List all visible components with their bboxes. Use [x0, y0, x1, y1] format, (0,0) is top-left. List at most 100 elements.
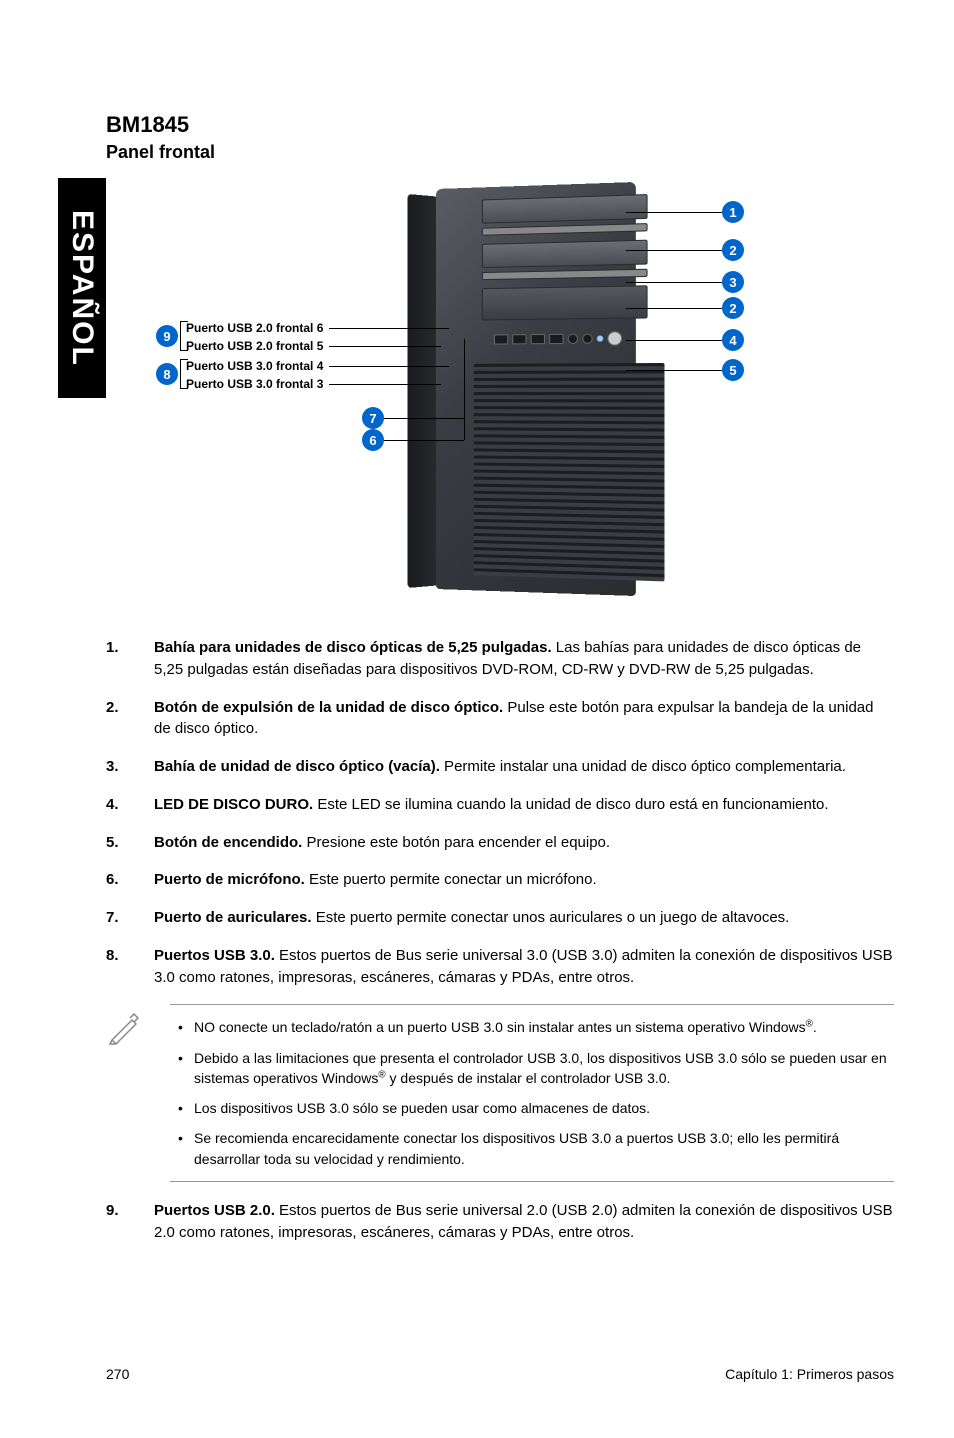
- feature-item: 4.LED DE DISCO DURO. Este LED se ilumina…: [106, 794, 894, 816]
- note-item: Los dispositivos USB 3.0 sólo se pueden …: [194, 1098, 894, 1118]
- language-tab: ESPAÑOL: [58, 178, 106, 398]
- callout-line: [384, 440, 464, 441]
- item-bold: Bahía para unidades de disco ópticas de …: [154, 639, 552, 656]
- item-text: Permite instalar una unidad de disco ópt…: [440, 758, 846, 775]
- item-body: Botón de expulsión de la unidad de disco…: [154, 697, 894, 741]
- callout: 2: [626, 239, 744, 261]
- port-label: Puerto USB 2.0 frontal 5: [186, 337, 449, 355]
- callout-line: [626, 308, 722, 309]
- note-text: Se recomienda encarecidamente conectar l…: [194, 1130, 839, 1166]
- note-item: Se recomienda encarecidamente conectar l…: [194, 1128, 894, 1169]
- pen-icon: [106, 1004, 146, 1182]
- callout: 5: [626, 359, 744, 381]
- item-body: Botón de encendido. Presione este botón …: [154, 832, 894, 854]
- feature-item: 8.Puertos USB 3.0. Estos puertos de Bus …: [106, 945, 894, 989]
- callout-line: [329, 384, 441, 385]
- callout-line: [626, 370, 722, 371]
- bracket: [180, 321, 188, 351]
- feature-item: 7.Puerto de auriculares. Este puerto per…: [106, 907, 894, 929]
- callout-badge: 2: [722, 297, 744, 319]
- item-number: 6.: [106, 869, 154, 891]
- callout-line: [464, 339, 465, 440]
- note-box: NO conecte un teclado/ratón a un puerto …: [106, 1004, 894, 1182]
- page-content: BM1845 Panel frontal 1 2 3 2 4 5: [106, 112, 894, 1260]
- callout: 2: [626, 297, 744, 319]
- note-text: NO conecte un teclado/ratón a un puerto …: [194, 1019, 806, 1035]
- item-body: Puertos USB 2.0. Estos puertos de Bus se…: [154, 1200, 894, 1244]
- item-body: Puerto de micrófono. Este puerto permite…: [154, 869, 894, 891]
- note-text: .: [813, 1019, 817, 1035]
- callout-line: [626, 282, 722, 283]
- feature-list: 1.Bahía para unidades de disco ópticas d…: [106, 637, 894, 988]
- callout-line: [626, 250, 722, 251]
- callout-badge: 6: [362, 429, 384, 451]
- model-title: BM1845: [106, 112, 894, 138]
- note-text: y después de instalar el controlador USB…: [386, 1070, 671, 1086]
- item-bold: LED DE DISCO DURO.: [154, 796, 313, 813]
- callout-line: [329, 366, 449, 367]
- feature-item: 2.Botón de expulsión de la unidad de dis…: [106, 697, 894, 741]
- callout-badge: 7: [362, 407, 384, 429]
- callout-line: [626, 212, 722, 213]
- item-bold: Puertos USB 3.0.: [154, 947, 275, 964]
- item-bold: Puerto de micrófono.: [154, 871, 305, 888]
- callout-badge: 2: [722, 239, 744, 261]
- port-label: Puerto USB 3.0 frontal 4: [186, 357, 449, 375]
- callout-badge: 8: [156, 363, 178, 385]
- feature-item-9: 9. Puertos USB 2.0. Estos puertos de Bus…: [106, 1200, 894, 1244]
- callout-badge: 9: [156, 325, 178, 347]
- callout-badge: 1: [722, 201, 744, 223]
- item-number: 2.: [106, 697, 154, 741]
- note-item: Debido a las limitaciones que presenta e…: [194, 1048, 894, 1089]
- item-number: 1.: [106, 637, 154, 681]
- page-number: 270: [106, 1366, 129, 1382]
- feature-item: 3.Bahía de unidad de disco óptico (vacía…: [106, 756, 894, 778]
- item-body: LED DE DISCO DURO. Este LED se ilumina c…: [154, 794, 894, 816]
- callout: 4: [626, 329, 744, 351]
- item-bold: Botón de encendido.: [154, 834, 302, 851]
- item-body: Bahía para unidades de disco ópticas de …: [154, 637, 894, 681]
- item-body: Puertos USB 3.0. Estos puertos de Bus se…: [154, 945, 894, 989]
- callout-line: [384, 418, 464, 419]
- feature-item: 6.Puerto de micrófono. Este puerto permi…: [106, 869, 894, 891]
- item-body: Bahía de unidad de disco óptico (vacía).…: [154, 756, 894, 778]
- port-label-text: Puerto USB 2.0 frontal 5: [186, 339, 323, 353]
- chapter-label: Capítulo 1: Primeros pasos: [725, 1366, 894, 1382]
- item-text: Este puerto permite conectar unos auricu…: [312, 909, 790, 926]
- note-sup: ®: [378, 1069, 385, 1080]
- note-item: NO conecte un teclado/ratón a un puerto …: [194, 1017, 894, 1037]
- callout: 3: [626, 271, 744, 293]
- item-text: Presione este botón para encender el equ…: [302, 834, 610, 851]
- item-body: Puerto de auriculares. Este puerto permi…: [154, 907, 894, 929]
- item-number: 5.: [106, 832, 154, 854]
- item-text: Este LED se ilumina cuando la unidad de …: [313, 796, 828, 813]
- callout-badge: 5: [722, 359, 744, 381]
- note-sup: ®: [806, 1019, 813, 1030]
- callout-line: [329, 346, 441, 347]
- callout-badge: 4: [722, 329, 744, 351]
- callout-line: [329, 328, 449, 329]
- bracket: [180, 359, 188, 389]
- note-text: Los dispositivos USB 3.0 sólo se pueden …: [194, 1100, 650, 1116]
- feature-item: 5.Botón de encendido. Presione este botó…: [106, 832, 894, 854]
- item-number: 3.: [106, 756, 154, 778]
- port-label-text: Puerto USB 3.0 frontal 4: [186, 359, 323, 373]
- item-bold: Puertos USB 2.0.: [154, 1202, 275, 1219]
- item-bold: Botón de expulsión de la unidad de disco…: [154, 699, 503, 716]
- item-number: 4.: [106, 794, 154, 816]
- port-label-group: 8Puerto USB 3.0 frontal 4Puerto USB 3.0 …: [186, 357, 449, 393]
- item-number: 7.: [106, 907, 154, 929]
- port-label-text: Puerto USB 2.0 frontal 6: [186, 321, 323, 335]
- callout-badge: 3: [722, 271, 744, 293]
- port-label-text: Puerto USB 3.0 frontal 3: [186, 377, 323, 391]
- port-label-group: 9Puerto USB 2.0 frontal 6Puerto USB 2.0 …: [186, 319, 449, 355]
- item-number: 9.: [106, 1200, 154, 1244]
- port-label: Puerto USB 2.0 frontal 6: [186, 319, 449, 337]
- feature-item: 1.Bahía para unidades de disco ópticas d…: [106, 637, 894, 681]
- callout-line: [626, 340, 722, 341]
- port-label: Puerto USB 3.0 frontal 3: [186, 375, 449, 393]
- item-text: Este puerto permite conectar un micrófon…: [305, 871, 597, 888]
- item-bold: Puerto de auriculares.: [154, 909, 312, 926]
- note-content: NO conecte un teclado/ratón a un puerto …: [170, 1004, 894, 1182]
- panel-subtitle: Panel frontal: [106, 142, 894, 163]
